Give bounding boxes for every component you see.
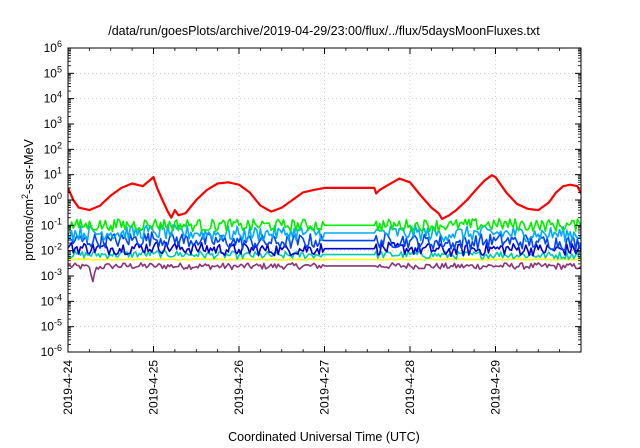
y-label-sup: 2 [20, 194, 30, 199]
y-tick-label: 10-2 [41, 242, 62, 258]
y-tick-labels: 10-6 10-5 10-4 10-3 10-2 10-1 100 101 102 103 104 1… [41, 39, 62, 359]
series-line [68, 224, 581, 243]
y-tick-label: 104 [44, 90, 62, 106]
y-tick-label: 10-6 [41, 343, 62, 359]
y-tick-label: 100 [44, 191, 62, 207]
chart-title: /data/run/goesPlots/archive/2019-04-29/2… [108, 24, 540, 38]
y-tick-label: 105 [44, 64, 62, 80]
y-tick-label: 101 [44, 166, 62, 182]
series-line [68, 249, 581, 260]
series-line [68, 241, 581, 258]
x-tick-label: 2019-4-28 [403, 360, 417, 415]
axes [67, 47, 582, 353]
series-line [68, 258, 581, 261]
y-tick-label: 10-4 [41, 292, 62, 308]
series-group [68, 174, 581, 283]
series-line [68, 262, 581, 283]
x-tick-label: 2019-4-27 [318, 360, 332, 415]
y-tick-label: 102 [44, 140, 62, 156]
y-tick-label: 10-5 [41, 318, 62, 334]
y-label-suffix: -s-sr-MeV [22, 138, 36, 194]
y-tick-label: 10-1 [41, 216, 62, 232]
plot-frame [67, 47, 582, 353]
series-line [68, 217, 581, 233]
series-layer [68, 174, 581, 283]
x-tick-labels: 2019-4-24 2019-4-25 2019-4-26 2019-4-27 2019… [61, 360, 503, 415]
x-axis-label: Coordinated Universal Time (UTC) [228, 430, 420, 444]
x-tick-label: 2019-4-25 [147, 360, 161, 415]
y-label-prefix: protons/cm [22, 199, 36, 261]
series-line [68, 174, 581, 220]
y-tick-label: 106 [44, 39, 62, 55]
series-line [68, 231, 581, 251]
x-tick-label: 2019-4-24 [61, 360, 75, 415]
y-tick-label: 10-3 [41, 267, 62, 283]
grid-lines [68, 48, 581, 352]
y-tick-label: 103 [44, 115, 62, 131]
x-tick-label: 2019-4-29 [489, 360, 503, 415]
y-axis-label: protons/cm2-s-sr-MeV [20, 138, 36, 260]
x-tick-label: 2019-4-26 [232, 360, 246, 415]
